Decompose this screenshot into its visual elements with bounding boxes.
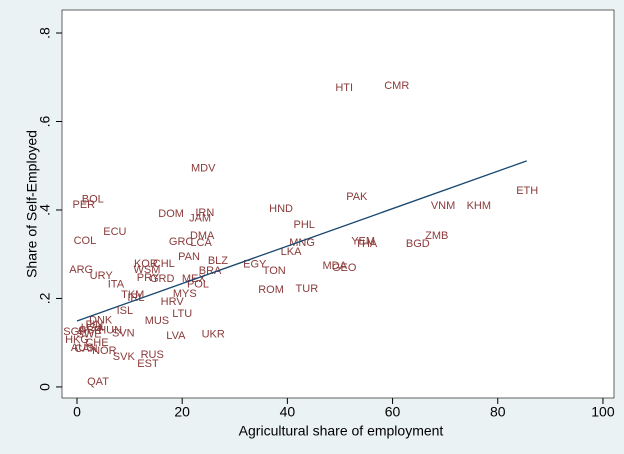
point-label: URY — [90, 270, 114, 282]
point-label: PAN — [178, 251, 200, 263]
point-label: IRN — [195, 207, 214, 219]
x-tick-label: 20 — [174, 404, 190, 420]
x-axis-title: Agricultural share of employment — [239, 423, 444, 439]
point-label: BGD — [406, 238, 430, 250]
point-label: SVK — [113, 351, 136, 363]
point-label: LTU — [172, 308, 192, 320]
point-label: KOR — [134, 258, 158, 270]
point-label: MDA — [322, 260, 347, 272]
point-label: PER — [73, 199, 96, 211]
point-label: LVA — [166, 330, 186, 342]
point-label: AUS — [71, 342, 94, 354]
point-label: CHE — [85, 337, 108, 349]
point-label: POL — [187, 279, 209, 291]
point-label: ROM — [258, 284, 284, 296]
x-tick-label: 0 — [73, 404, 81, 420]
point-label: ISL — [117, 305, 134, 317]
point-label: EST — [137, 358, 159, 370]
point-label: ITA — [108, 279, 125, 291]
point-label: KHM — [467, 200, 491, 212]
point-label: SWE — [77, 329, 102, 341]
point-label: LKA — [281, 246, 302, 258]
point-label: THA — [355, 238, 378, 250]
point-label: ECU — [103, 226, 126, 238]
point-label: NOR — [92, 345, 117, 357]
point-label: TKM — [121, 289, 144, 301]
point-label: SGP — [63, 326, 86, 338]
point-label: HTI — [335, 82, 353, 94]
x-tick-label: 40 — [280, 404, 296, 420]
x-tick-label: 60 — [385, 404, 401, 420]
point-label: RUS — [141, 349, 164, 361]
point-label: HND — [269, 203, 293, 215]
plot-area — [61, 9, 615, 399]
point-label: DMA — [190, 230, 215, 242]
y-tick-label: .6 — [37, 115, 53, 127]
point-label: VNM — [431, 200, 455, 212]
point-label: USA — [81, 322, 104, 334]
point-label: FIN — [85, 319, 103, 331]
point-label: DOM — [158, 208, 184, 220]
y-axis-title: Share of Self-Employed — [24, 130, 40, 278]
point-label: HUN — [98, 325, 122, 337]
point-label: TUR — [296, 283, 319, 295]
point-label: MDV — [191, 163, 216, 175]
point-label: ZMB — [425, 230, 448, 242]
point-label: BOL — [82, 194, 104, 206]
y-tick-label: 0 — [37, 383, 53, 391]
x-tick-label: 100 — [591, 404, 615, 420]
point-label: PAK — [346, 191, 368, 203]
point-label: CHL — [153, 258, 175, 270]
point-label: DNK — [89, 314, 113, 326]
point-label: GBR — [78, 325, 102, 337]
point-label: ARG — [69, 264, 93, 276]
point-label: TON — [263, 265, 286, 277]
point-label: GRD — [150, 273, 175, 285]
fit-line — [76, 160, 527, 322]
point-label: HKG — [65, 334, 89, 346]
point-label: UKR — [202, 329, 225, 341]
point-label: GEO — [332, 262, 357, 274]
point-label: SVN — [112, 327, 135, 339]
point-label: QAT — [87, 376, 109, 388]
point-label: MUS — [145, 315, 169, 327]
point-label: BLZ — [208, 255, 228, 267]
y-tick-label: .2 — [37, 292, 53, 304]
point-label: EGY — [243, 259, 267, 271]
x-tick-label: 80 — [490, 404, 506, 420]
point-label: CMR — [384, 80, 409, 92]
y-tick-label: .4 — [37, 204, 53, 216]
point-label: JAM — [189, 213, 211, 225]
point-label: HRV — [161, 296, 185, 308]
point-label: GRC — [169, 236, 194, 248]
point-label: MNG — [289, 237, 315, 249]
point-label: COL — [74, 235, 97, 247]
point-label: LCA — [190, 237, 212, 249]
point-label: PHL — [294, 219, 315, 231]
point-label: PRY — [137, 272, 160, 284]
point-label: ETH — [516, 185, 538, 197]
point-label: CAN — [74, 343, 97, 355]
y-tick-label: .8 — [37, 27, 53, 39]
point-label: BRA — [199, 265, 222, 277]
point-label: WSM — [133, 264, 160, 276]
point-label: YEM — [351, 236, 375, 248]
point-label: MYS — [173, 288, 197, 300]
